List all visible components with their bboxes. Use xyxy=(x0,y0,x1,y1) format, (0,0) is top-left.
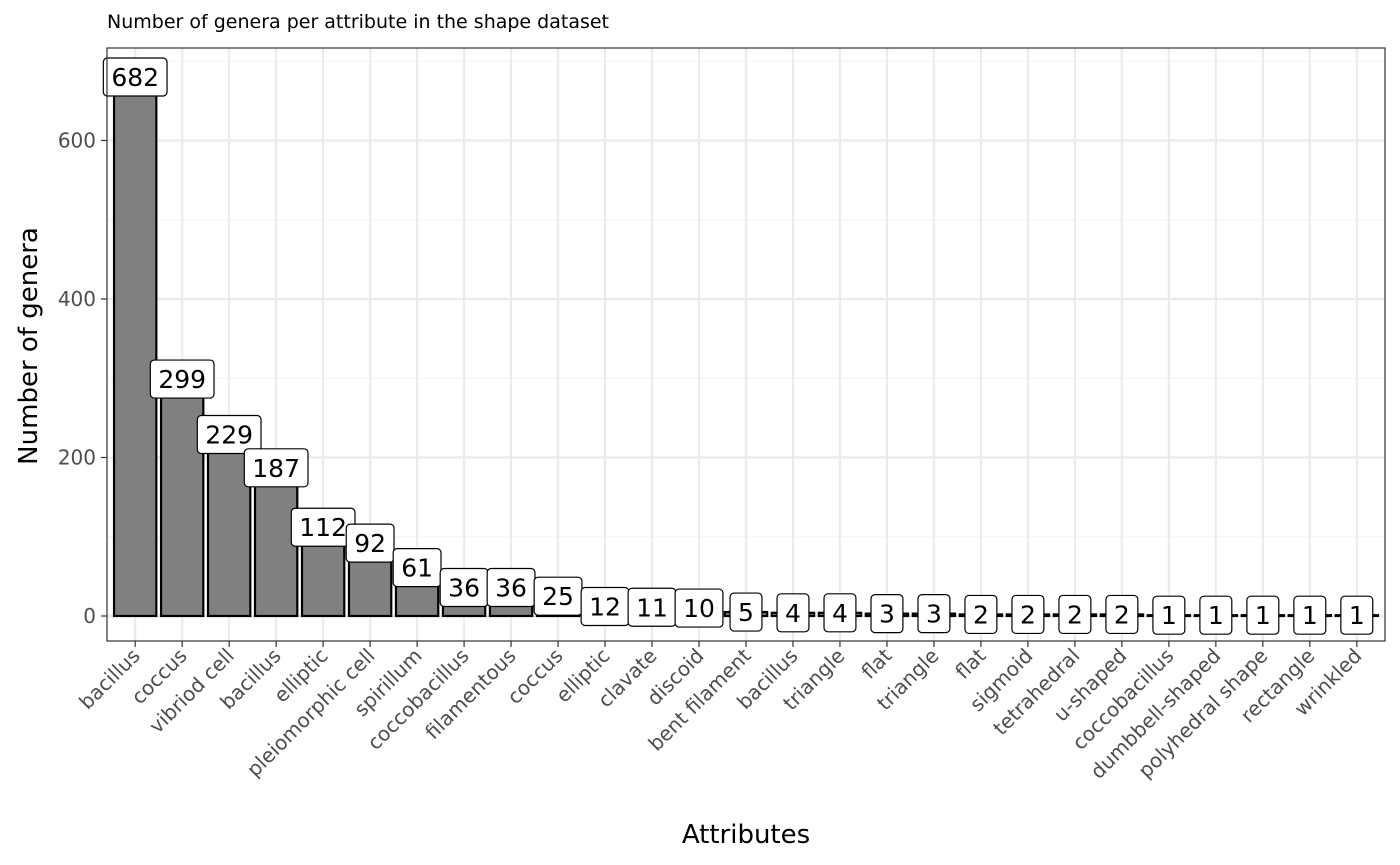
data-label-box xyxy=(964,594,998,635)
data-label: 1 xyxy=(1340,595,1374,635)
data-label: 2 xyxy=(964,594,998,635)
data-label: 10 xyxy=(674,588,724,628)
data-label-text: 12 xyxy=(589,592,621,621)
y-axis-title: Number of genera xyxy=(14,227,44,465)
data-label-box xyxy=(917,594,951,634)
data-label-text: 3 xyxy=(926,600,942,629)
data-label-text: 2 xyxy=(1020,600,1036,629)
data-label: 1 xyxy=(1199,595,1233,635)
data-label-box xyxy=(1293,595,1327,635)
data-label: 4 xyxy=(776,593,810,633)
data-label-text: 1 xyxy=(1161,601,1177,630)
y-tick-label: 600 xyxy=(58,129,96,153)
data-label-box xyxy=(149,359,215,399)
data-label-box xyxy=(729,592,763,632)
y-tick-label: 200 xyxy=(58,446,96,470)
data-label: 25 xyxy=(533,576,583,616)
data-label-box xyxy=(392,548,442,588)
data-label-box xyxy=(345,523,395,563)
data-label-text: 682 xyxy=(111,63,159,92)
data-label: 682 xyxy=(102,57,168,97)
data-label: 1 xyxy=(1246,595,1280,635)
data-label-text: 187 xyxy=(252,454,300,483)
data-label: 1 xyxy=(1293,595,1327,635)
data-label: 36 xyxy=(439,567,489,608)
data-label-box xyxy=(1105,594,1139,635)
data-label-text: 1 xyxy=(1302,601,1318,630)
data-label-text: 36 xyxy=(448,573,480,602)
data-label-box xyxy=(1152,595,1186,635)
data-label-text: 1 xyxy=(1349,601,1365,630)
data-label: 12 xyxy=(580,586,630,627)
data-label-box xyxy=(1199,595,1233,635)
data-label: 299 xyxy=(149,359,215,399)
data-label-box xyxy=(1058,594,1092,635)
data-label-text: 1 xyxy=(1255,601,1271,630)
data-label-text: 5 xyxy=(738,598,754,627)
bar xyxy=(253,466,299,618)
data-label-text: 10 xyxy=(683,594,715,623)
data-label-box xyxy=(1011,594,1045,635)
data-label-box xyxy=(102,57,168,97)
data-label-text: 229 xyxy=(205,421,253,450)
data-label: 3 xyxy=(870,594,904,634)
data-label-box xyxy=(674,588,724,628)
data-label-text: 36 xyxy=(495,573,527,602)
y-tick-label: 400 xyxy=(58,287,96,311)
data-label: 3 xyxy=(917,594,951,634)
data-label: 92 xyxy=(345,523,395,563)
data-label-box xyxy=(823,593,857,633)
data-label: 11 xyxy=(627,587,677,627)
data-label-box xyxy=(196,414,262,455)
data-label: 229 xyxy=(196,414,262,455)
data-label: 2 xyxy=(1105,594,1139,635)
data-label: 112 xyxy=(290,507,356,547)
data-label: 1 xyxy=(1152,595,1186,635)
data-label-box xyxy=(243,448,309,488)
data-label-text: 61 xyxy=(401,554,433,583)
data-label-text: 1 xyxy=(1208,601,1224,630)
data-label-box xyxy=(776,593,810,633)
data-label: 187 xyxy=(243,448,309,488)
bar xyxy=(159,377,205,618)
data-label: 36 xyxy=(486,567,536,608)
data-label-text: 2 xyxy=(973,600,989,629)
data-label-text: 11 xyxy=(636,593,668,622)
data-label-text: 299 xyxy=(158,365,206,394)
data-label-text: 25 xyxy=(542,582,574,611)
data-label-text: 3 xyxy=(879,600,895,629)
data-label-text: 112 xyxy=(299,513,347,542)
data-label: 61 xyxy=(392,548,442,588)
data-label-text: 4 xyxy=(832,599,848,628)
data-label: 2 xyxy=(1058,594,1092,635)
data-label-text: 4 xyxy=(785,599,801,628)
data-label-text: 2 xyxy=(1067,600,1083,629)
data-label-box xyxy=(870,594,904,634)
data-label: 5 xyxy=(729,592,763,632)
data-label: 4 xyxy=(823,593,857,633)
bar xyxy=(112,74,158,618)
data-label-box xyxy=(1246,595,1280,635)
data-label-box xyxy=(1340,595,1374,635)
data-label: 2 xyxy=(1011,594,1045,635)
chart-title: Number of genera per attribute in the sh… xyxy=(107,11,609,33)
data-label-text: 2 xyxy=(1114,600,1130,629)
y-tick-label: 0 xyxy=(83,604,96,628)
y-axis: 0 200 400 600 xyxy=(58,129,107,628)
data-label-text: 92 xyxy=(354,529,386,558)
x-axis-title: Attributes xyxy=(682,820,810,850)
